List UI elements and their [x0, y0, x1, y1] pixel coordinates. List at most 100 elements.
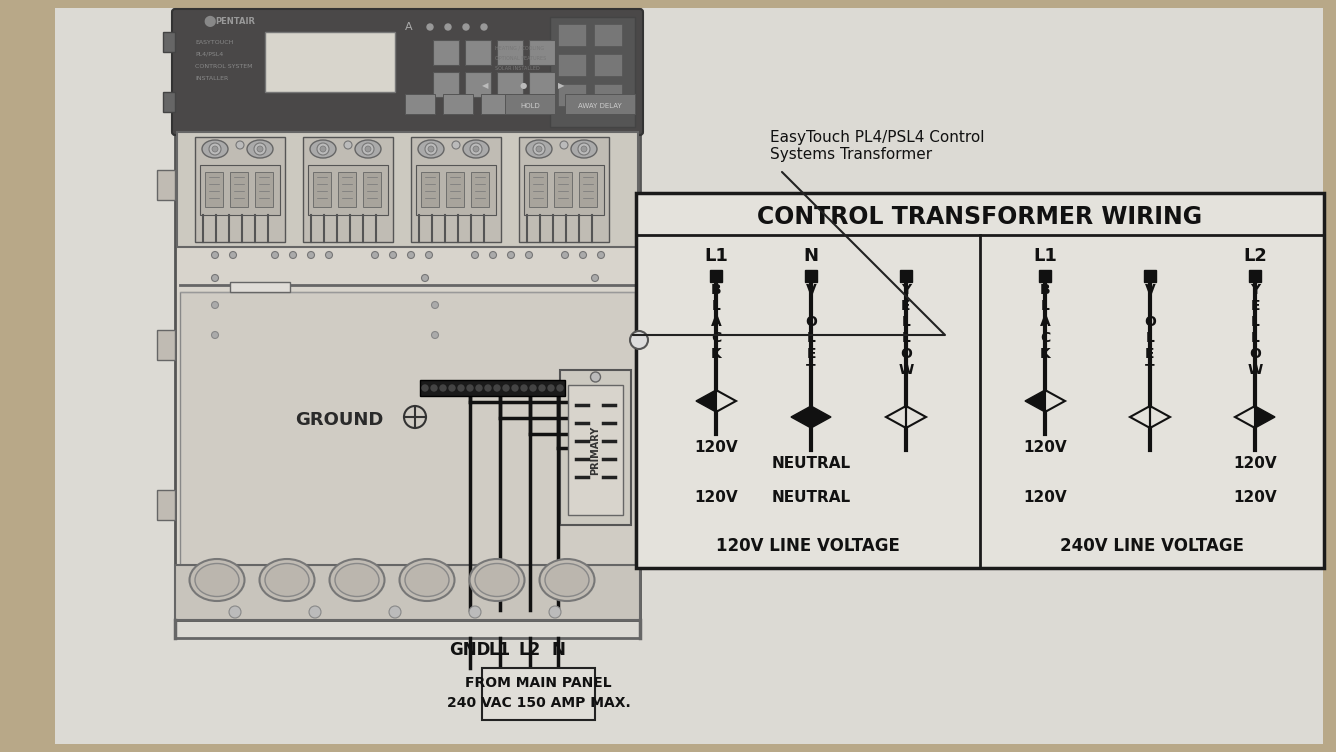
Bar [524, 165, 604, 215]
Text: PENTAIR: PENTAIR [215, 17, 255, 26]
Circle shape [557, 385, 562, 391]
Ellipse shape [195, 563, 239, 596]
Bar [518, 137, 609, 242]
Circle shape [440, 385, 446, 391]
Text: HEATING / COOLING: HEATING / COOLING [496, 46, 544, 51]
Text: 240V LINE VOLTAGE: 240V LINE VOLTAGE [1059, 537, 1244, 555]
Text: I: I [808, 299, 814, 313]
Text: N: N [550, 641, 565, 659]
Circle shape [502, 385, 509, 391]
Circle shape [428, 146, 434, 152]
Circle shape [549, 606, 561, 618]
Bar [554, 172, 572, 207]
Bar [505, 94, 554, 114]
Bar [595, 54, 623, 76]
Circle shape [422, 385, 428, 391]
Circle shape [321, 146, 326, 152]
Text: A: A [711, 315, 721, 329]
Text: L: L [902, 331, 910, 345]
Text: GROUND: GROUND [295, 411, 383, 429]
Text: E: E [1250, 299, 1260, 313]
Bar [446, 172, 464, 207]
Circle shape [530, 385, 536, 391]
Bar [338, 172, 355, 207]
Text: W: W [1248, 363, 1263, 377]
Text: HOLD: HOLD [520, 103, 540, 109]
Circle shape [536, 146, 542, 152]
Text: L1: L1 [704, 247, 728, 265]
Circle shape [481, 24, 488, 30]
Ellipse shape [335, 563, 379, 596]
Circle shape [521, 385, 526, 391]
Bar [636, 193, 1324, 568]
Circle shape [533, 143, 545, 155]
Circle shape [365, 146, 371, 152]
Circle shape [597, 251, 604, 259]
Bar [900, 270, 912, 282]
Circle shape [425, 143, 437, 155]
Bar [176, 132, 639, 247]
Text: L1: L1 [1033, 247, 1057, 265]
Circle shape [208, 143, 220, 155]
Text: 120V: 120V [1233, 490, 1277, 505]
Circle shape [445, 24, 452, 30]
Bar [265, 32, 395, 92]
Bar [420, 380, 565, 396]
Bar [363, 172, 381, 207]
Circle shape [290, 251, 297, 259]
Circle shape [452, 141, 460, 149]
Ellipse shape [259, 559, 314, 601]
Text: K: K [1039, 347, 1050, 361]
Bar [180, 292, 635, 612]
Text: O: O [1249, 347, 1261, 361]
Ellipse shape [202, 140, 228, 158]
Bar [200, 165, 281, 215]
Polygon shape [1025, 390, 1045, 412]
Bar [529, 72, 554, 97]
Text: A: A [405, 22, 413, 32]
Text: CONTROL SYSTEM: CONTROL SYSTEM [195, 64, 253, 69]
Text: N: N [803, 247, 819, 265]
Bar [1039, 270, 1051, 282]
Bar [595, 24, 623, 46]
Bar [558, 84, 587, 106]
Text: SOLAR INSTALLED: SOLAR INSTALLED [496, 66, 540, 71]
Circle shape [254, 143, 266, 155]
Circle shape [485, 385, 492, 391]
Bar [421, 172, 440, 207]
Text: B: B [1039, 283, 1050, 297]
Text: T: T [1145, 363, 1154, 377]
Text: O: O [1144, 315, 1156, 329]
Bar [497, 72, 522, 97]
Ellipse shape [355, 140, 381, 158]
Circle shape [390, 251, 397, 259]
Text: L2: L2 [518, 641, 541, 659]
Text: L: L [807, 331, 815, 345]
Ellipse shape [545, 563, 589, 596]
Circle shape [230, 251, 236, 259]
Text: A: A [1039, 315, 1050, 329]
Bar [497, 40, 522, 65]
Polygon shape [1255, 406, 1275, 428]
Circle shape [307, 251, 314, 259]
Bar [255, 172, 273, 207]
Bar [578, 172, 597, 207]
Circle shape [326, 251, 333, 259]
Text: V: V [806, 283, 816, 297]
Text: 240 VAC 150 AMP MAX.: 240 VAC 150 AMP MAX. [446, 696, 631, 710]
Text: FROM MAIN PANEL: FROM MAIN PANEL [465, 676, 612, 690]
Ellipse shape [526, 140, 552, 158]
Circle shape [591, 372, 600, 382]
Circle shape [425, 251, 433, 259]
Circle shape [508, 251, 514, 259]
Circle shape [317, 143, 329, 155]
Ellipse shape [476, 563, 518, 596]
FancyBboxPatch shape [172, 9, 643, 135]
Bar [303, 137, 393, 242]
Circle shape [271, 251, 278, 259]
Text: E: E [902, 299, 911, 313]
Text: ◀: ◀ [482, 81, 488, 90]
Text: E: E [806, 347, 816, 361]
Ellipse shape [247, 140, 273, 158]
Circle shape [211, 251, 219, 259]
